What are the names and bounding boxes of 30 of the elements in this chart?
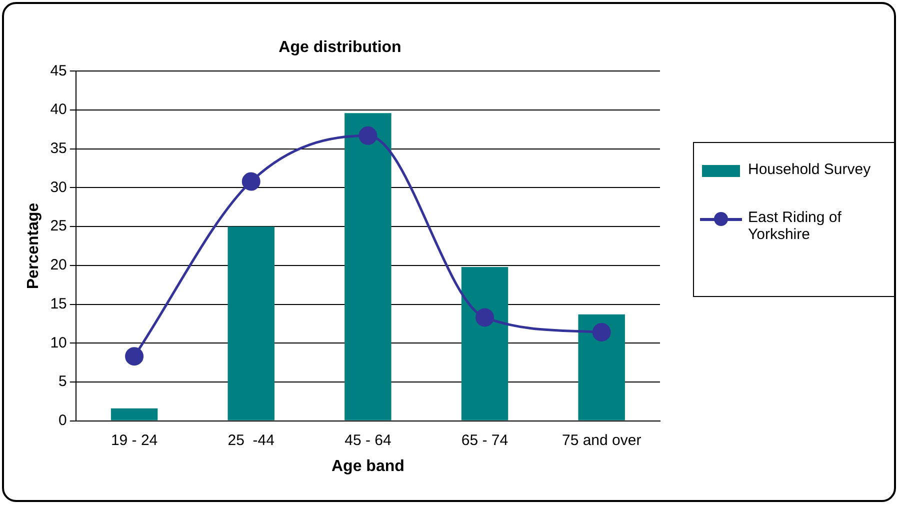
x-tick-label: 19 - 24 (110, 432, 158, 449)
y-tick-label: 40 (50, 101, 67, 118)
y-tick-label: 20 (50, 256, 67, 274)
bar (461, 266, 508, 420)
y-tick-label: 35 (50, 140, 67, 158)
y-tick-label: 5 (58, 373, 67, 390)
y-axis-title: Percentage (25, 202, 42, 290)
y-tick-label: 15 (50, 295, 67, 312)
chart-title: Age distribution (278, 39, 402, 56)
y-tick-label: 25 (50, 218, 67, 235)
bar (344, 113, 392, 420)
y-tick-label: 0 (58, 412, 67, 429)
legend-label: Household Survey (748, 161, 871, 178)
x-tick-label: 45 - 64 (344, 432, 392, 449)
x-tick-label: 65 - 74 (461, 432, 508, 449)
y-tick-label: 30 (50, 178, 67, 196)
point (476, 308, 494, 327)
point (358, 126, 378, 145)
x-tick-label: 25 -44 (228, 432, 274, 449)
y-tick-label: 10 (50, 334, 67, 352)
bar (228, 226, 274, 420)
point (592, 322, 611, 342)
x-axis-title: Age band (331, 458, 404, 475)
y-tick-label: 45 (50, 62, 67, 80)
point (242, 172, 260, 191)
bar (110, 408, 158, 420)
legend-label: East Riding of Yorkshire (748, 209, 842, 243)
x-tick-label: 75 and over (562, 432, 642, 449)
point (125, 347, 144, 366)
bar (578, 314, 625, 420)
